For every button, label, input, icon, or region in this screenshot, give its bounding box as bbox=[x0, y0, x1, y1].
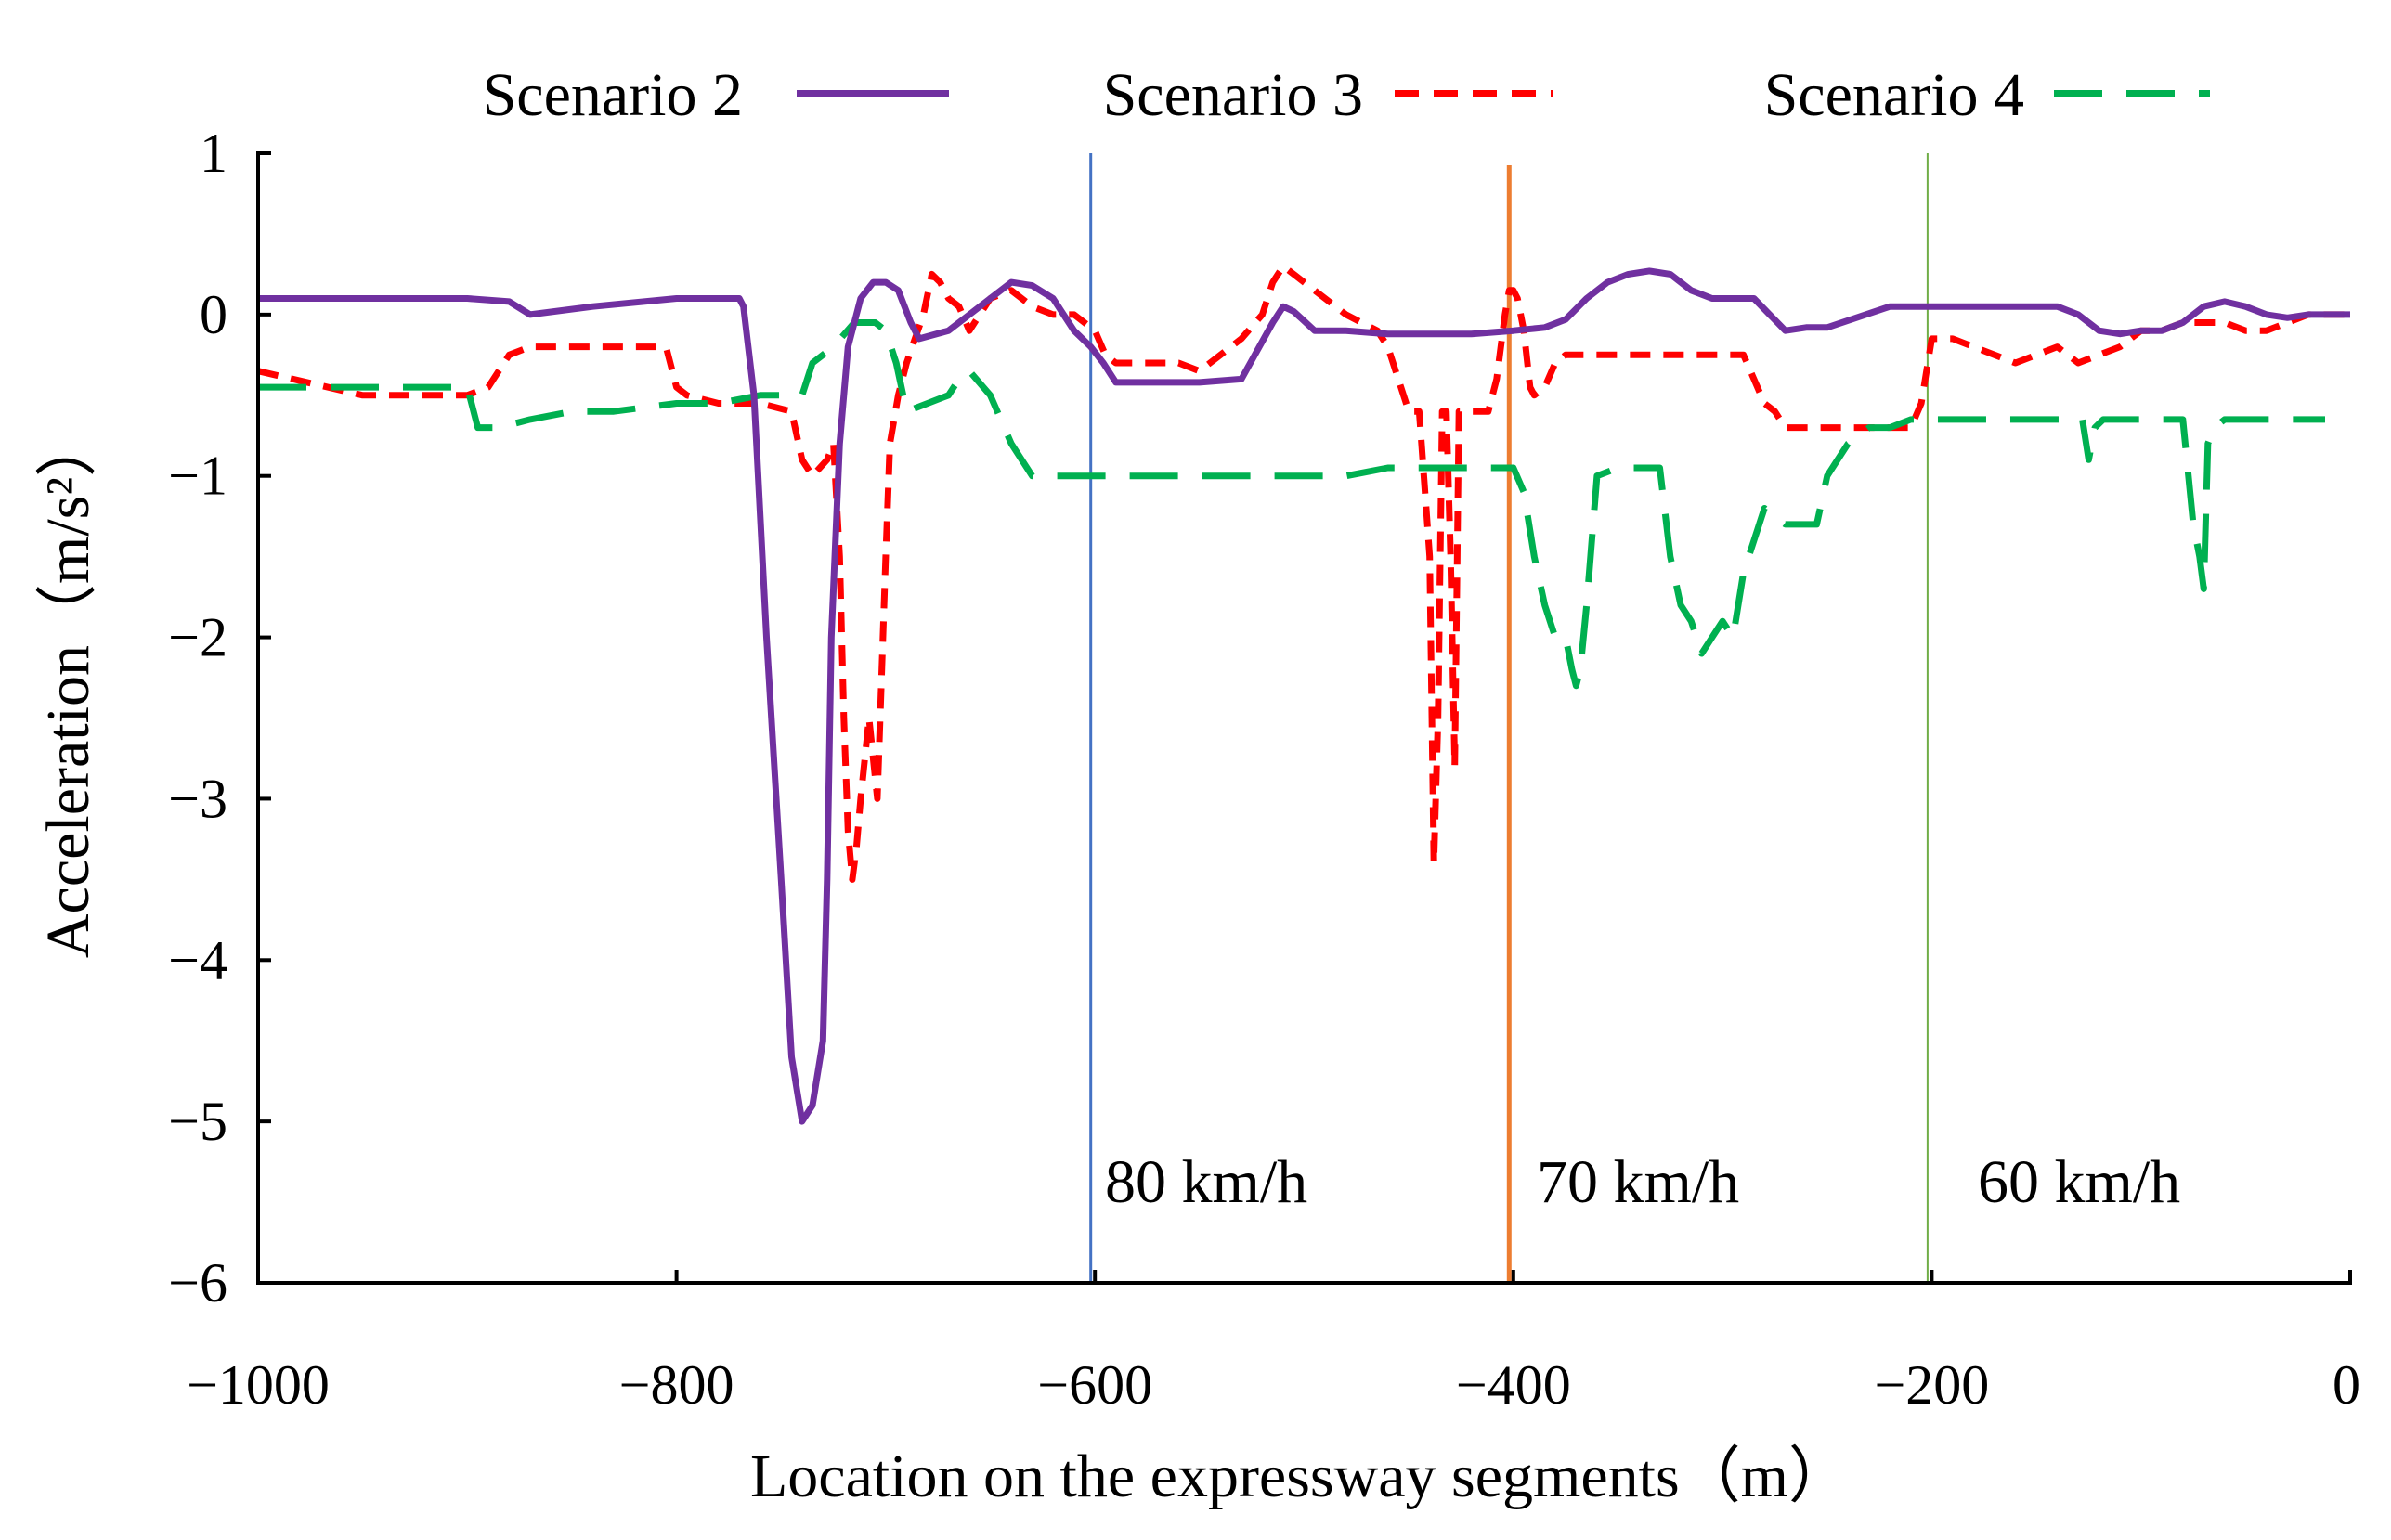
y-axis-title: Acceleration（m/s²） bbox=[34, 416, 102, 958]
x-tick-label: −1000 bbox=[187, 1354, 330, 1416]
reference-lines: 80 km/h 70 km/h 60 km/h bbox=[1089, 153, 2180, 1283]
y-tick-label: 0 bbox=[200, 284, 227, 345]
x-ticks: −1000 −800 −600 −400 −200 0 bbox=[187, 1270, 2360, 1416]
legend-label-scenario-2: Scenario 2 bbox=[483, 61, 743, 129]
zone-label-70: 70 km/h bbox=[1537, 1148, 1739, 1216]
series-line-scenario-2 bbox=[258, 267, 2350, 1125]
series-line-scenario-4 bbox=[258, 319, 2325, 690]
x-tick-label: −400 bbox=[1456, 1354, 1571, 1416]
x-tick-label: −600 bbox=[1037, 1354, 1152, 1416]
y-ticks: 1 0 −1 −2 −3 −4 −5 −6 bbox=[168, 123, 271, 1314]
y-tick-label: −3 bbox=[168, 768, 227, 829]
x-tick-label: 0 bbox=[2333, 1354, 2360, 1416]
y-tick-label: −6 bbox=[168, 1252, 227, 1314]
legend-label-scenario-3: Scenario 3 bbox=[1103, 61, 1363, 129]
axes: 1 0 −1 −2 −3 −4 −5 −6 −1000 −800 −600 −400 −200 0 bbox=[168, 123, 2360, 1416]
x-axis-title: Location on the expressway segments（m） bbox=[750, 1443, 1850, 1510]
x-tick-label: −800 bbox=[619, 1354, 734, 1416]
zone-label-80: 80 km/h bbox=[1105, 1148, 1307, 1216]
x-tick-label: −200 bbox=[1874, 1354, 1989, 1416]
y-tick-label: −1 bbox=[168, 446, 227, 507]
y-tick-label: −5 bbox=[168, 1091, 227, 1152]
series-line-scenario-3 bbox=[257, 263, 2350, 883]
y-tick-label: 1 bbox=[200, 123, 227, 184]
zone-label-60: 60 km/h bbox=[1978, 1148, 2180, 1216]
y-tick-label: −2 bbox=[168, 607, 227, 668]
series-layer bbox=[257, 263, 2350, 1125]
legend-label-scenario-4: Scenario 4 bbox=[1764, 61, 2024, 129]
legend: Scenario 2 Scenario 3 Scenario 4 bbox=[483, 61, 2210, 129]
y-tick-label: −4 bbox=[168, 929, 227, 990]
